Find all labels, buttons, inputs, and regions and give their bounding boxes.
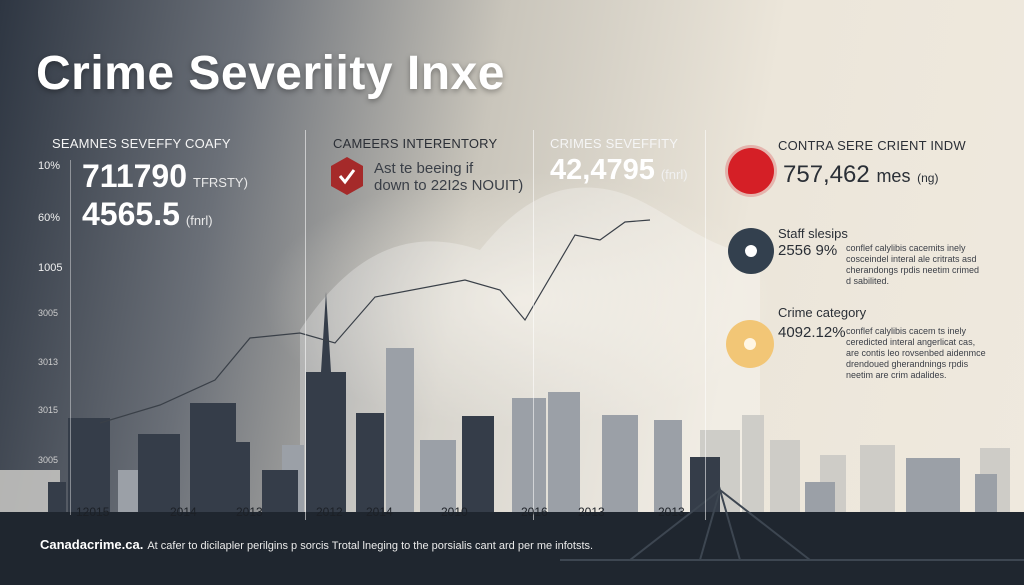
divider-2: [533, 130, 534, 520]
panel1-value1: 711790 TFRSTY): [82, 158, 248, 195]
stat1-value-number: 2556 9%: [778, 242, 838, 259]
y-axis-label: 3013: [38, 357, 59, 367]
panel1-unit2: (fnrl): [185, 213, 213, 228]
panel1-value2: 4565.5 (fnrl): [82, 196, 213, 233]
x-axis-label: 2014: [170, 505, 197, 519]
panel3-value: 42,4795 (fnrl): [550, 154, 688, 187]
navy-dot-center: [745, 245, 757, 257]
panel4-value: 757,462 mes (ng): [783, 161, 938, 189]
red-indicator-dot: [728, 148, 774, 194]
panel4-unit: mes: [876, 166, 911, 186]
y-axis-label: 60%: [38, 212, 61, 224]
mid-skyline: [118, 348, 997, 520]
stat1-value: 2556 9%: [778, 242, 837, 259]
alert-hexagon-icon: [331, 157, 363, 195]
x-axis-label: 2012: [316, 505, 343, 519]
x-axis-label: 2016: [521, 505, 548, 519]
panel4-value-number: 757,462: [783, 161, 870, 188]
background-glow: [260, 170, 780, 430]
panel2-text: Ast te beeing if down to 22I2s NOUIT): [374, 160, 523, 194]
stat1-title: Staff slesips: [778, 226, 848, 241]
footer: Canadacrime.ca. At cafer to dicilapler pe…: [40, 537, 593, 552]
panel3-header: CRIMES SEVEFFITY: [550, 136, 679, 151]
y-axis-line: [70, 160, 71, 515]
panel2-header: CAMEERS INTERENTORY: [333, 136, 498, 151]
footer-brand: Canadacrime.ca.: [40, 537, 144, 552]
y-axis-label: 3015: [38, 405, 59, 415]
x-axis-label: 2013: [658, 505, 685, 519]
footer-text: At cafer to dicilapler perilgins p sorci…: [147, 540, 594, 552]
panel1-value2-number: 4565.5: [82, 196, 180, 232]
divider-1: [305, 130, 306, 520]
x-axis-label: 12015: [76, 505, 110, 519]
stat2-title: Crime category: [778, 305, 867, 320]
y-axis-label: 3005: [38, 455, 59, 465]
panel4-unit-small: (ng): [917, 171, 939, 185]
y-axis-label: 1005: [38, 262, 63, 274]
amber-indicator-dot: [726, 320, 774, 368]
background-area: [300, 187, 760, 520]
amber-dot-center: [744, 338, 756, 350]
ground-band: [0, 512, 1024, 585]
x-axis-label: 2013: [236, 505, 263, 519]
y-axis-label: 10%: [38, 160, 61, 172]
foreground-skyline: [48, 292, 720, 520]
panel2-text-line1: Ast te beeing if: [374, 160, 474, 177]
stat2-value-number: 4092.12%: [778, 324, 846, 341]
stat2-desc: conflef calylibis cacem ts inely ceredic…: [846, 326, 986, 380]
panel3-unit: (fnrl): [660, 167, 688, 182]
x-axis-label: 2010: [441, 505, 468, 519]
panel4-header: CONTRA SERE CRIENT INDW: [778, 138, 966, 153]
x-axis-label: 2014: [366, 505, 393, 519]
x-axis-label: 2013: [578, 505, 605, 519]
panel3-value-number: 42,4795: [550, 154, 655, 186]
panel1-header: SEAMNES SEVEFFY COAFY: [52, 136, 231, 151]
stat2-value: 4092.12%: [778, 324, 846, 341]
panel2-text-line2: down to 22I2s NOUIT): [374, 177, 524, 194]
panel1-unit1: TFRSTY): [193, 175, 248, 190]
navy-indicator-dot: [728, 228, 774, 274]
y-axis-label: 3005: [38, 308, 59, 318]
page-title: Crime Severiity Inxe: [36, 47, 505, 100]
crime-trend-line: [99, 219, 651, 424]
divider-3: [705, 130, 706, 520]
stat1-desc: conflef calylibis cacemits inely coscein…: [846, 243, 980, 286]
panel1-value1-number: 711790: [82, 158, 188, 194]
